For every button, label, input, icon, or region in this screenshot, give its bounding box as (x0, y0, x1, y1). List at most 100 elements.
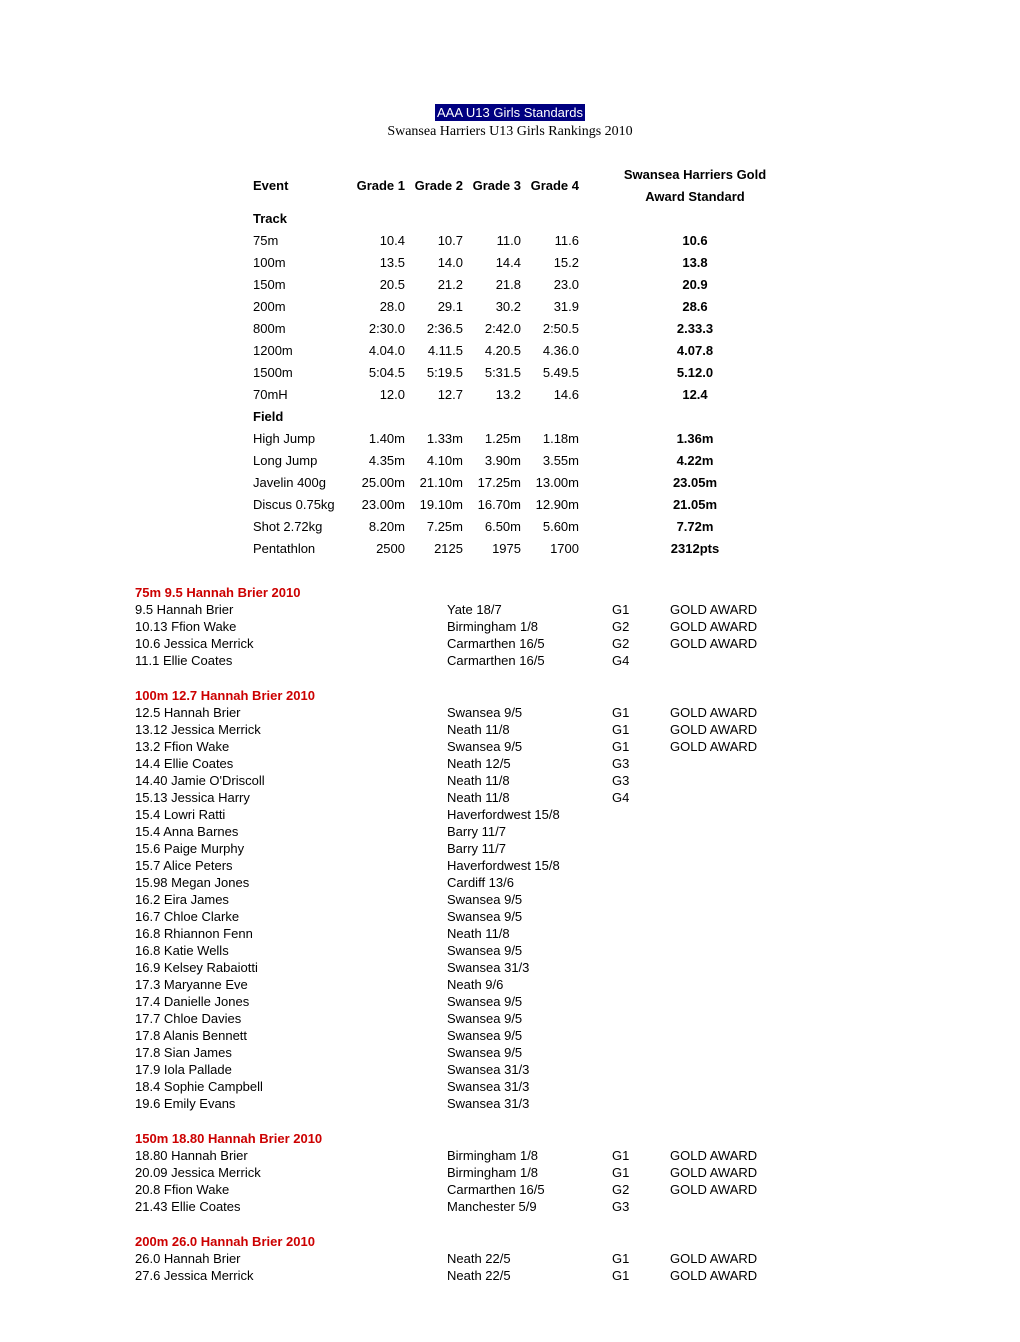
result-row: 17.8 Sian JamesSwansea 9/5 (135, 1044, 885, 1061)
athlete-cell: 18.80 Hannah Brier (135, 1147, 447, 1164)
award-cell: GOLD AWARD (670, 1147, 757, 1164)
gold-cell: 4.07.8 (605, 340, 785, 362)
award-cell: GOLD AWARD (670, 635, 757, 652)
grade-cell: G1 (612, 704, 670, 721)
g2-cell: 7.25m (411, 516, 469, 538)
g4-cell: 15.2 (527, 252, 585, 274)
g4-cell: 1700 (527, 538, 585, 560)
location-cell: Carmarthen 16/5 (447, 635, 612, 652)
result-row: 10.13 Ffion WakeBirmingham 1/8G2GOLD AWA… (135, 618, 885, 635)
result-row: 17.9 Iola PalladeSwansea 31/3 (135, 1061, 885, 1078)
g3-cell: 14.4 (469, 252, 527, 274)
g4-cell: 13.00m (527, 472, 585, 494)
location-cell: Swansea 31/3 (447, 959, 612, 976)
g2-cell: 10.7 (411, 230, 469, 252)
location-cell: Swansea 31/3 (447, 1095, 612, 1112)
grade-cell (612, 908, 670, 925)
section-title: 75m 9.5 Hannah Brier 2010 (135, 584, 885, 601)
award-cell: GOLD AWARD (670, 1267, 757, 1284)
location-cell: Swansea 9/5 (447, 908, 612, 925)
standards-header-row: Event Grade 1 Grade 2 Grade 3 Grade 4 Sw… (253, 164, 885, 208)
standards-table: Event Grade 1 Grade 2 Grade 3 Grade 4 Sw… (253, 164, 885, 560)
grade-cell: G3 (612, 772, 670, 789)
standards-row: Pentathlon25002125197517002312pts (253, 538, 885, 560)
athlete-cell: 15.4 Anna Barnes (135, 823, 447, 840)
standards-row: 1500m5:04.55:19.55:31.55.49.55.12.0 (253, 362, 885, 384)
athlete-cell: 15.13 Jessica Harry (135, 789, 447, 806)
grade-cell (612, 959, 670, 976)
location-cell: Swansea 9/5 (447, 891, 612, 908)
result-row: 17.3 Maryanne EveNeath 9/6 (135, 976, 885, 993)
award-cell: GOLD AWARD (670, 1250, 757, 1267)
result-row: 14.4 Ellie CoatesNeath 12/5G3 (135, 755, 885, 772)
athlete-cell: 15.7 Alice Peters (135, 857, 447, 874)
result-row: 15.4 Anna BarnesBarry 11/7 (135, 823, 885, 840)
result-row: 18.80 Hannah BrierBirmingham 1/8G1GOLD A… (135, 1147, 885, 1164)
g1-cell: 4.04.0 (353, 340, 411, 362)
g1-cell: 4.35m (353, 450, 411, 472)
result-row: 17.4 Danielle JonesSwansea 9/5 (135, 993, 885, 1010)
result-row: 20.8 Ffion WakeCarmarthen 16/5G2GOLD AWA… (135, 1181, 885, 1198)
section-title: 200m 26.0 Hannah Brier 2010 (135, 1233, 885, 1250)
result-row: 10.6 Jessica MerrickCarmarthen 16/5G2GOL… (135, 635, 885, 652)
event-cell: Shot 2.72kg (253, 516, 353, 538)
location-cell: Neath 11/8 (447, 772, 612, 789)
grade-cell: G3 (612, 755, 670, 772)
result-row: 16.8 Rhiannon FennNeath 11/8 (135, 925, 885, 942)
g3-cell: 17.25m (469, 472, 527, 494)
g4-cell: 4.36.0 (527, 340, 585, 362)
event-cell: Discus 0.75kg (253, 494, 353, 516)
athlete-cell: 10.6 Jessica Merrick (135, 635, 447, 652)
col-g4: Grade 4 (527, 175, 585, 197)
athlete-cell: 13.2 Ffion Wake (135, 738, 447, 755)
event-cell: 70mH (253, 384, 353, 406)
event-cell: Long Jump (253, 450, 353, 472)
gold-cell: 1.36m (605, 428, 785, 450)
g1-cell: 5:04.5 (353, 362, 411, 384)
page: AAA U13 Girls Standards Swansea Harriers… (0, 0, 1020, 1342)
standards-row: 800m2:30.02:36.52:42.02:50.52.33.3 (253, 318, 885, 340)
athlete-cell: 16.8 Rhiannon Fenn (135, 925, 447, 942)
grade-cell: G4 (612, 789, 670, 806)
athlete-cell: 19.6 Emily Evans (135, 1095, 447, 1112)
gold-cell: 20.9 (605, 274, 785, 296)
event-cell: 1500m (253, 362, 353, 384)
athlete-cell: 16.8 Katie Wells (135, 942, 447, 959)
location-cell: Swansea 9/5 (447, 993, 612, 1010)
athlete-cell: 15.4 Lowri Ratti (135, 806, 447, 823)
location-cell: Neath 12/5 (447, 755, 612, 772)
location-cell: Swansea 9/5 (447, 704, 612, 721)
event-cell: Pentathlon (253, 538, 353, 560)
athlete-cell: 14.40 Jamie O'Driscoll (135, 772, 447, 789)
standards-row: Discus 0.75kg23.00m19.10m16.70m12.90m21.… (253, 494, 885, 516)
gold-cell: 21.05m (605, 494, 785, 516)
athlete-cell: 27.6 Jessica Merrick (135, 1267, 447, 1284)
location-cell: Swansea 9/5 (447, 1027, 612, 1044)
location-cell: Birmingham 1/8 (447, 1147, 612, 1164)
result-row: 17.7 Chloe DaviesSwansea 9/5 (135, 1010, 885, 1027)
g1-cell: 25.00m (353, 472, 411, 494)
g3-cell: 11.0 (469, 230, 527, 252)
g3-cell: 1975 (469, 538, 527, 560)
field-heading: Field (253, 406, 885, 428)
athlete-cell: 17.8 Sian James (135, 1044, 447, 1061)
location-cell: Neath 22/5 (447, 1250, 612, 1267)
results-section: 200m 26.0 Hannah Brier 201026.0 Hannah B… (135, 1233, 885, 1284)
section-title: 100m 12.7 Hannah Brier 2010 (135, 687, 885, 704)
standards-row: Shot 2.72kg8.20m7.25m6.50m5.60m7.72m (253, 516, 885, 538)
grade-cell: G1 (612, 1267, 670, 1284)
grade-cell (612, 840, 670, 857)
g2-cell: 21.2 (411, 274, 469, 296)
athlete-cell: 16.9 Kelsey Rabaiotti (135, 959, 447, 976)
athlete-cell: 10.13 Ffion Wake (135, 618, 447, 635)
grade-cell: G1 (612, 721, 670, 738)
grade-cell: G2 (612, 635, 670, 652)
location-cell: Neath 11/8 (447, 789, 612, 806)
location-cell: Swansea 31/3 (447, 1078, 612, 1095)
g1-cell: 2500 (353, 538, 411, 560)
g1-cell: 20.5 (353, 274, 411, 296)
grade-cell (612, 942, 670, 959)
location-cell: Swansea 9/5 (447, 1010, 612, 1027)
g2-cell: 12.7 (411, 384, 469, 406)
grade-cell (612, 823, 670, 840)
